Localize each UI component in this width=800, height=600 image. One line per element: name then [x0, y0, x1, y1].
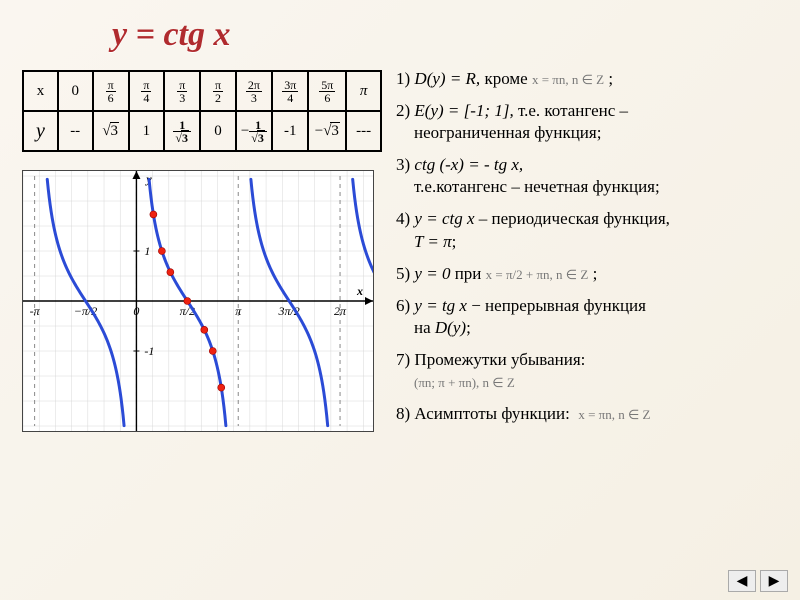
svg-text:-1: -1 — [144, 344, 154, 358]
prop-8: 8) Асимптоты функции: x = πn, n ∈ Z — [396, 403, 778, 425]
table-row-y: y -- 3 1 13 0 −13 -1 −3 --- — [23, 111, 381, 151]
next-button[interactable]: ▶ — [760, 570, 788, 592]
cotangent-chart: -π−π/20π/2π3π/22π1-1yx — [22, 170, 374, 432]
prop-4: 4) y = ctg x – периодическая функция, T … — [396, 208, 778, 252]
prop-5: 5) y = 0 при x = π/2 + πn, n ∈ Z ; — [396, 263, 778, 285]
prop-7: 7) Промежутки убывания: (πn; π + πn), n … — [396, 349, 778, 393]
value-table: x 0 π6 π4 π3 π2 2π3 3π4 5π6 π y -- 3 1 1… — [22, 70, 382, 152]
svg-text:x: x — [356, 284, 363, 298]
left-column: x 0 π6 π4 π3 π2 2π3 3π4 5π6 π y -- 3 1 1… — [22, 64, 382, 435]
prop-1: 1) D(y) = R, кроме x = πn, n ∈ Z ; — [396, 68, 778, 90]
table-row-x: x 0 π6 π4 π3 π2 2π3 3π4 5π6 π — [23, 71, 381, 111]
prop-3: 3) ctg (-x) = - tg x, т.е.котангенс – не… — [396, 154, 778, 198]
right-column: 1) D(y) = R, кроме x = πn, n ∈ Z ; 2) E(… — [396, 64, 778, 435]
x-header: x — [23, 71, 58, 111]
svg-text:-π: -π — [30, 304, 41, 318]
svg-text:π: π — [235, 304, 242, 318]
page-title: y = ctg x — [112, 16, 778, 54]
content-columns: x 0 π6 π4 π3 π2 2π3 3π4 5π6 π y -- 3 1 1… — [22, 64, 778, 435]
svg-text:2π: 2π — [334, 304, 347, 318]
chart-svg: -π−π/20π/2π3π/22π1-1yx — [23, 171, 373, 431]
y-header: y — [23, 111, 58, 151]
svg-text:1: 1 — [144, 244, 150, 258]
prev-button[interactable]: ◀ — [728, 570, 756, 592]
svg-text:0: 0 — [133, 304, 139, 318]
page: y = ctg x x 0 π6 π4 π3 π2 2π3 3π4 5π6 π … — [0, 0, 800, 600]
prop-6: 6) y = tg x − непрерывная функция на D(y… — [396, 295, 778, 339]
prop-2: 2) E(y) = [-1; 1], т.е. котангенс – неог… — [396, 100, 778, 144]
